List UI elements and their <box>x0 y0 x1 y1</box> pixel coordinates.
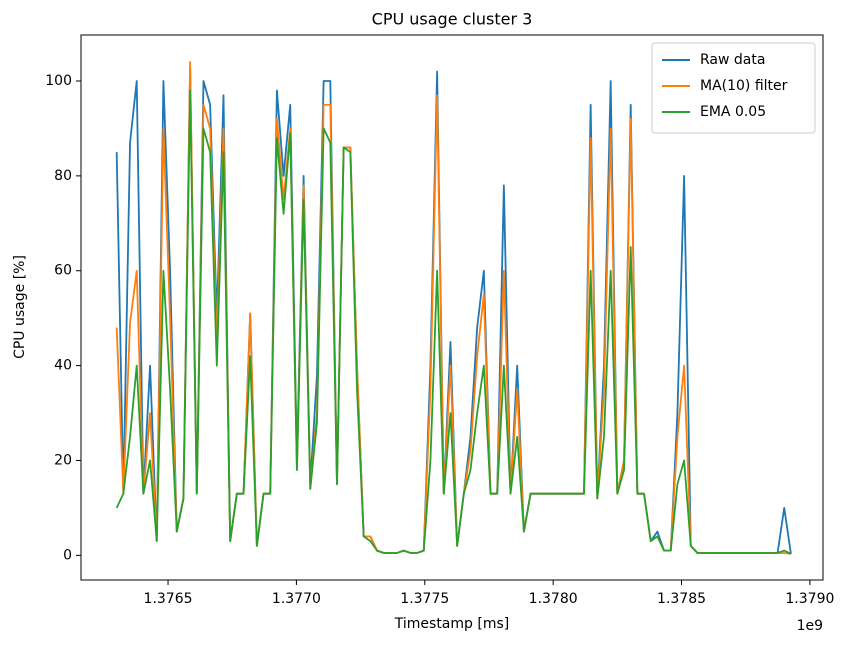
y-tick-label: 20 <box>54 452 72 468</box>
x-tick-label: 1.3785 <box>657 591 706 607</box>
x-tick-label: 1.3765 <box>144 591 193 607</box>
y-tick-label: 60 <box>54 263 72 279</box>
x-tick-label: 1.3775 <box>400 591 449 607</box>
y-axis-label: CPU usage [%] <box>12 255 28 359</box>
y-tick-label: 100 <box>45 73 72 89</box>
y-tick-label: 0 <box>63 547 72 563</box>
plot-frame <box>80 34 824 581</box>
x-tick-label: 1.3770 <box>272 591 321 607</box>
x-tick-label: 1.3790 <box>785 591 834 607</box>
x-tick-label: 1.3780 <box>529 591 578 607</box>
series-line <box>115 89 792 555</box>
y-tick-label: 40 <box>54 358 72 374</box>
y-tick-label: 80 <box>54 168 72 184</box>
x-offset-label: 1e9 <box>797 618 823 634</box>
legend-label: Raw data <box>700 52 765 68</box>
x-axis-label: Timestamp [ms] <box>394 616 509 632</box>
legend-label: MA(10) filter <box>700 78 788 94</box>
legend-box <box>651 42 816 134</box>
chart-title: CPU usage cluster 3 <box>372 10 533 29</box>
legend-label: EMA 0.05 <box>700 104 766 120</box>
